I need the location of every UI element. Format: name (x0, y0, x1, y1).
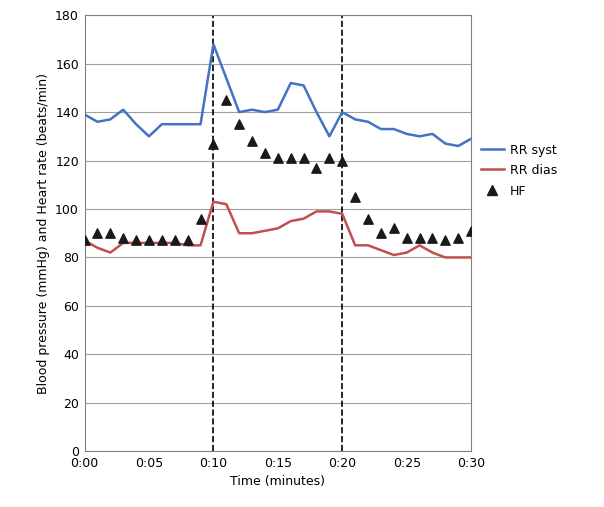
Point (312, 164, 321, 172)
Point (415, 234, 425, 242)
Point (440, 236, 450, 244)
Point (363, 214, 373, 223)
Point (247, 137, 257, 145)
Point (466, 227, 476, 235)
Point (376, 229, 386, 237)
Legend: RR syst, RR dias, HF: RR syst, RR dias, HF (481, 143, 557, 198)
Point (402, 234, 411, 242)
Point (454, 234, 463, 242)
Point (286, 154, 295, 162)
Point (118, 234, 128, 242)
Point (131, 236, 141, 244)
Point (144, 236, 154, 244)
Point (428, 234, 437, 242)
Point (106, 229, 115, 237)
Point (324, 154, 334, 162)
Point (389, 224, 399, 232)
Point (208, 139, 218, 148)
Point (338, 157, 347, 165)
Point (350, 193, 360, 201)
Point (92, 229, 102, 237)
Point (234, 120, 244, 128)
Point (170, 236, 179, 244)
Point (273, 154, 283, 162)
Point (80, 236, 89, 244)
Point (196, 214, 205, 223)
X-axis label: Time (minutes): Time (minutes) (230, 476, 326, 488)
Point (260, 149, 270, 157)
Point (157, 236, 167, 244)
Point (183, 236, 193, 244)
Y-axis label: Blood pressure (mmHg) and Heart rate (beats/min): Blood pressure (mmHg) and Heart rate (be… (37, 73, 50, 394)
Point (299, 154, 309, 162)
Point (222, 96, 231, 104)
